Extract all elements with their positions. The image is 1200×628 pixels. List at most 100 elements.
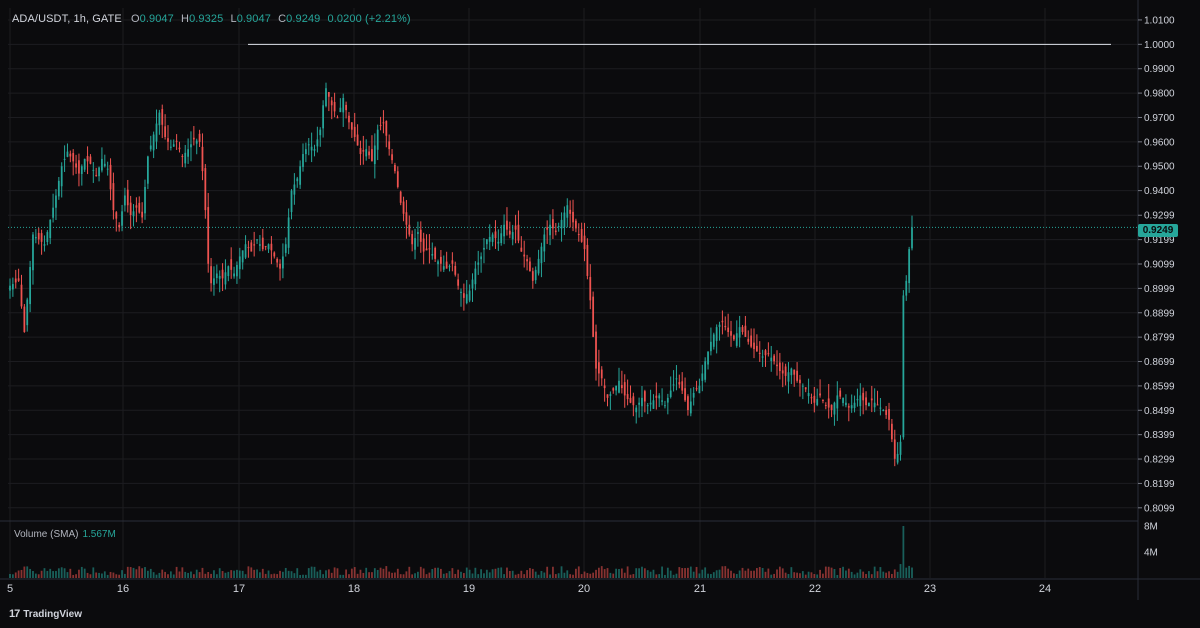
candle (322, 105, 325, 129)
volume-bar (824, 566, 827, 578)
volume-bar (241, 570, 244, 578)
candle (172, 144, 175, 147)
candle (698, 385, 701, 394)
volume-bar (290, 571, 293, 578)
candle (37, 232, 40, 240)
volume-bar (781, 568, 784, 578)
candle (600, 369, 603, 379)
volume-bar (348, 574, 350, 578)
volume-bar (873, 566, 876, 578)
volume-bar (526, 570, 528, 578)
candle (230, 259, 233, 270)
candle (712, 334, 715, 347)
volume-bar (552, 566, 554, 578)
volume-bar (641, 566, 643, 578)
candle (144, 186, 146, 214)
volume-bar (868, 571, 870, 578)
volume-bar (744, 570, 747, 578)
candle (689, 401, 692, 414)
candle (827, 398, 830, 408)
volume-bar (417, 571, 419, 578)
volume-bar (63, 568, 66, 578)
volume-bar (233, 570, 235, 578)
volume-bar (448, 571, 451, 578)
candle (733, 335, 735, 340)
x-tick-label: 24 (1039, 583, 1051, 595)
volume-bar (109, 571, 112, 578)
volume-bar (296, 568, 299, 578)
volume-bar (164, 571, 167, 578)
candle (563, 212, 566, 228)
candle (121, 211, 123, 226)
volume-bar (672, 574, 675, 578)
volume-bar (86, 572, 89, 578)
volume-bar (69, 568, 72, 578)
candle (333, 102, 336, 112)
y-tick-label: 0.9900 (1144, 64, 1175, 75)
candle (511, 232, 514, 240)
candle (273, 252, 276, 257)
candle (520, 247, 523, 252)
candle (307, 144, 310, 146)
candle (32, 234, 34, 271)
candle (192, 137, 195, 140)
volume-bar (485, 569, 488, 578)
candle (911, 227, 913, 249)
volume-bar (856, 572, 859, 578)
volume-bar (20, 569, 23, 578)
candle (632, 396, 635, 406)
volume-bar (414, 573, 416, 578)
volume-bar (847, 568, 850, 578)
candle (353, 126, 356, 137)
volume-bar (836, 574, 839, 578)
volume-bar (839, 567, 842, 578)
volume-bar (649, 571, 652, 578)
volume-bar (764, 571, 767, 578)
volume-bar (911, 567, 913, 578)
volume-bar (279, 570, 281, 578)
candle (552, 219, 554, 229)
tradingview-logo[interactable]: 17 TradingView (9, 608, 82, 620)
candle (256, 239, 258, 241)
volume-bar (514, 574, 517, 578)
candle (11, 284, 14, 290)
candle (695, 388, 698, 390)
candle (72, 153, 75, 162)
candle (773, 355, 776, 362)
volume-bar (712, 572, 715, 578)
volume-tick-label: 4M (1144, 548, 1158, 559)
volume-bar (822, 573, 824, 578)
candle (813, 395, 816, 403)
candle (345, 104, 347, 111)
candle (190, 144, 192, 148)
volume-bar (167, 574, 169, 578)
volume-bar (149, 568, 152, 578)
volume-bar (462, 573, 465, 578)
volume-bar (893, 569, 896, 578)
volume-bar (192, 574, 195, 578)
volume-bar (540, 571, 543, 578)
volume-bar (213, 570, 215, 578)
volume-bar (666, 567, 669, 578)
candle (859, 395, 862, 407)
volume-bar (635, 568, 638, 578)
volume-bar (747, 568, 750, 578)
volume-bar (359, 569, 362, 578)
volume-bar (793, 572, 796, 578)
volume-label[interactable]: Volume (SMA) 1.567M (14, 529, 116, 540)
volume-bar (560, 566, 563, 578)
candle (715, 327, 718, 341)
volume-bar (503, 574, 505, 578)
candle (776, 364, 778, 367)
candle (758, 352, 761, 354)
candle (207, 207, 210, 264)
y-tick-label: 0.9700 (1144, 113, 1175, 124)
volume-bar (658, 574, 661, 578)
candle (612, 388, 615, 391)
volume-bar (141, 568, 144, 578)
volume-bar (230, 570, 233, 578)
candle (238, 256, 241, 270)
candle (106, 168, 109, 170)
symbol-label[interactable]: ADA/USDT, 1h, GATE (12, 13, 122, 25)
